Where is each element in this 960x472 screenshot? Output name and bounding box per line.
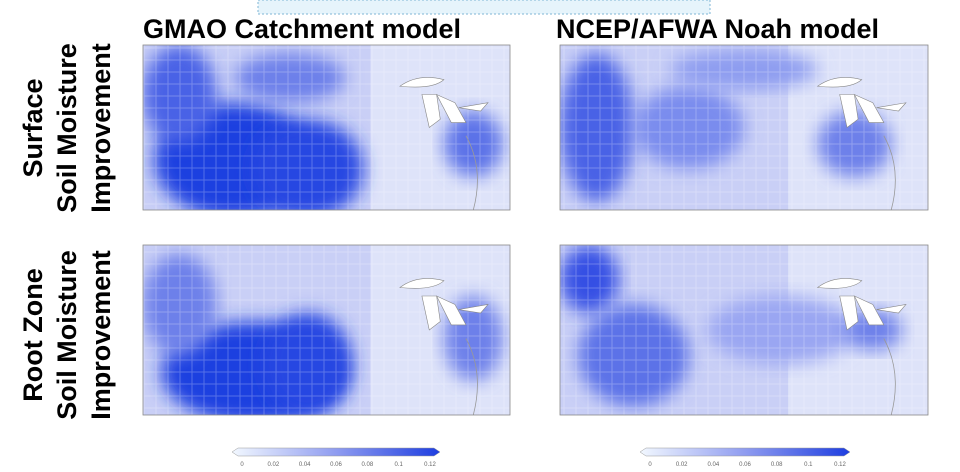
colorbar-label: 0.08 (771, 462, 783, 468)
row-label: Surface (18, 78, 48, 177)
colorbar-label: 0.08 (361, 462, 373, 468)
colorbar (232, 448, 440, 456)
colorbar-label: 0 (240, 462, 244, 468)
grid-texture (560, 45, 928, 210)
map-layer (560, 245, 928, 415)
row-label: Improvement (86, 43, 116, 213)
colorbar-label: 0.12 (424, 462, 436, 468)
colorbar-label: 0.06 (330, 462, 342, 468)
colorbar (640, 448, 850, 456)
map-layer (143, 45, 510, 218)
colorbar-label: 0.1 (394, 462, 403, 468)
map-panel (143, 245, 510, 424)
map-panel (560, 45, 928, 210)
colorbar-label: 0.02 (267, 462, 279, 468)
row-label: Root Zone (18, 268, 48, 401)
colorbar-label: 0.12 (834, 462, 846, 468)
map-panel (143, 45, 510, 218)
grid-texture (560, 245, 928, 415)
colorbar-label: 0 (648, 462, 652, 468)
row-label: Improvement (86, 250, 116, 420)
column-title: NCEP/AFWA Noah model (556, 14, 879, 44)
grid-texture (143, 45, 510, 210)
colorbar-label: 0.06 (739, 462, 751, 468)
banner (258, 0, 710, 14)
colorbar-label: 0.02 (676, 462, 688, 468)
map-panel (560, 245, 928, 415)
grid-texture (143, 245, 510, 415)
row-label: Soil Moisture (52, 43, 82, 213)
row-label: Soil Moisture (52, 250, 82, 420)
colorbar-label: 0.1 (804, 462, 813, 468)
colorbar-label: 0.04 (707, 462, 719, 468)
map-layer (143, 245, 510, 424)
colorbar-label: 0.04 (299, 462, 311, 468)
figure: GMAO Catchment model NCEP/AFWA Noah mode… (0, 0, 960, 472)
column-title: GMAO Catchment model (143, 14, 461, 44)
map-layer (560, 45, 928, 210)
